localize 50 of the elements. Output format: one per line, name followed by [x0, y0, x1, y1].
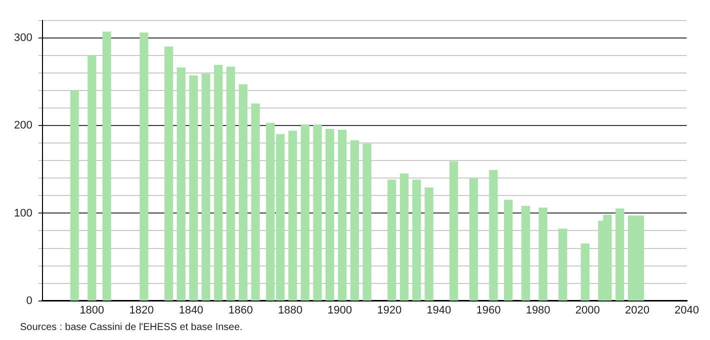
- bar: [558, 228, 568, 301]
- x-tick-label: 1920: [377, 304, 402, 316]
- bar: [214, 64, 223, 301]
- bar: [504, 200, 513, 301]
- bar: [226, 66, 236, 301]
- bar: [412, 180, 421, 301]
- bar: [616, 208, 624, 301]
- bar: [521, 206, 530, 301]
- x-tick-label: 1880: [278, 304, 302, 316]
- bar: [489, 170, 498, 301]
- x-tick-label: 1980: [526, 304, 550, 316]
- bar: [326, 128, 334, 301]
- bar: [400, 174, 409, 301]
- bar: [313, 124, 322, 301]
- x-tick-label: 1820: [129, 304, 154, 316]
- bar: [202, 74, 210, 301]
- bar: [538, 208, 548, 301]
- bar: [580, 244, 590, 301]
- bar: [449, 161, 458, 301]
- x-tick-label: 2040: [674, 304, 700, 316]
- x-tick-label: 1940: [426, 304, 452, 316]
- y-tick-label: 100: [14, 207, 32, 220]
- bar: [362, 144, 372, 301]
- bar: [70, 90, 79, 301]
- bar: [164, 46, 174, 301]
- bar: [88, 55, 96, 301]
- y-tick-label: 0: [26, 294, 32, 307]
- x-tick-label: 2020: [624, 304, 650, 316]
- bar: [288, 130, 298, 301]
- x-tick-label: 1860: [228, 304, 253, 316]
- bar: [350, 140, 359, 301]
- y-tick-label: 200: [14, 120, 32, 132]
- bar: [102, 32, 112, 301]
- bar: [424, 188, 434, 301]
- bar: [300, 124, 310, 301]
- bar: [189, 75, 198, 301]
- x-tick-label: 2000: [575, 304, 600, 316]
- x-tick-label: 1900: [328, 304, 352, 316]
- x-tick-label: 1960: [476, 304, 501, 316]
- bar: [176, 68, 186, 301]
- bar: [387, 180, 396, 301]
- source-note: Sources : base Cassini de l'EHESS et base Insee.: [20, 322, 244, 333]
- bar: [238, 84, 248, 301]
- bar: [140, 32, 148, 301]
- bar: [338, 130, 347, 301]
- bar: [469, 178, 478, 301]
- x-tick-label: 1840: [178, 304, 204, 316]
- y-tick-label: 300: [14, 32, 32, 44]
- bar: [251, 103, 260, 301]
- x-tick-label: 1800: [80, 304, 104, 316]
